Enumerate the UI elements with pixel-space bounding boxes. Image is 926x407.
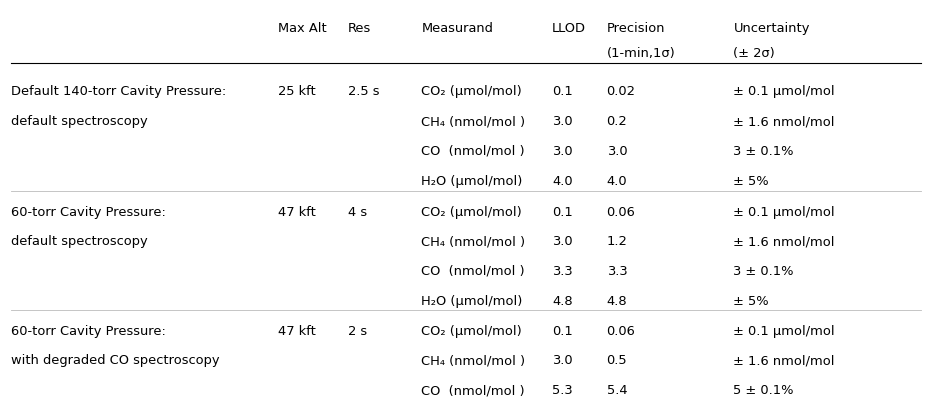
Text: H₂O (μmol/mol): H₂O (μmol/mol) <box>421 175 522 188</box>
Text: CH₄ (nmol/mol ): CH₄ (nmol/mol ) <box>421 115 525 128</box>
Text: default spectroscopy: default spectroscopy <box>11 115 148 128</box>
Text: 3.0: 3.0 <box>552 115 572 128</box>
Text: 3.0: 3.0 <box>552 145 572 158</box>
Text: default spectroscopy: default spectroscopy <box>11 235 148 248</box>
Text: 3.0: 3.0 <box>552 235 572 248</box>
Text: CO  (nmol/mol ): CO (nmol/mol ) <box>421 145 525 158</box>
Text: ± 0.1 μmol/mol: ± 0.1 μmol/mol <box>733 85 835 98</box>
Text: 3 ± 0.1%: 3 ± 0.1% <box>733 145 794 158</box>
Text: 60-torr Cavity Pressure:: 60-torr Cavity Pressure: <box>11 206 166 219</box>
Text: 5 ± 0.1%: 5 ± 0.1% <box>733 384 794 397</box>
Text: Uncertainty: Uncertainty <box>733 22 810 35</box>
Text: 4.8: 4.8 <box>607 295 627 308</box>
Text: 2.5 s: 2.5 s <box>348 85 380 98</box>
Text: ± 1.6 nmol/mol: ± 1.6 nmol/mol <box>733 115 835 128</box>
Text: 0.1: 0.1 <box>552 85 572 98</box>
Text: 4 s: 4 s <box>348 206 368 219</box>
Text: CO₂ (μmol/mol): CO₂ (μmol/mol) <box>421 85 522 98</box>
Text: LLOD: LLOD <box>552 22 586 35</box>
Text: 1.2: 1.2 <box>607 235 627 248</box>
Text: 0.2: 0.2 <box>607 115 627 128</box>
Text: 5.4: 5.4 <box>607 384 627 397</box>
Text: CH₄ (nmol/mol ): CH₄ (nmol/mol ) <box>421 354 525 368</box>
Text: CO₂ (μmol/mol): CO₂ (μmol/mol) <box>421 325 522 338</box>
Text: ± 5%: ± 5% <box>733 295 769 308</box>
Text: 25 kft: 25 kft <box>278 85 316 98</box>
Text: CO  (nmol/mol ): CO (nmol/mol ) <box>421 384 525 397</box>
Text: 3.0: 3.0 <box>607 145 627 158</box>
Text: H₂O (μmol/mol): H₂O (μmol/mol) <box>421 295 522 308</box>
Text: CH₄ (nmol/mol ): CH₄ (nmol/mol ) <box>421 235 525 248</box>
Text: 4.8: 4.8 <box>552 295 572 308</box>
Text: 47 kft: 47 kft <box>278 206 316 219</box>
Text: ± 1.6 nmol/mol: ± 1.6 nmol/mol <box>733 235 835 248</box>
Text: 0.1: 0.1 <box>552 206 572 219</box>
Text: 0.06: 0.06 <box>607 325 635 338</box>
Text: 3.3: 3.3 <box>607 265 627 278</box>
Text: 3.0: 3.0 <box>552 354 572 368</box>
Text: 4.0: 4.0 <box>607 175 627 188</box>
Text: 2 s: 2 s <box>348 325 368 338</box>
Text: ± 1.6 nmol/mol: ± 1.6 nmol/mol <box>733 354 835 368</box>
Text: 3 ± 0.1%: 3 ± 0.1% <box>733 265 794 278</box>
Text: ± 5%: ± 5% <box>733 175 769 188</box>
Text: 0.5: 0.5 <box>607 354 627 368</box>
Text: 0.06: 0.06 <box>607 206 635 219</box>
Text: Precision: Precision <box>607 22 665 35</box>
Text: ± 0.1 μmol/mol: ± 0.1 μmol/mol <box>733 206 835 219</box>
Text: 0.1: 0.1 <box>552 325 572 338</box>
Text: Measurand: Measurand <box>421 22 494 35</box>
Text: 4.0: 4.0 <box>552 175 572 188</box>
Text: ± 0.1 μmol/mol: ± 0.1 μmol/mol <box>733 325 835 338</box>
Text: 60-torr Cavity Pressure:: 60-torr Cavity Pressure: <box>11 325 166 338</box>
Text: CO  (nmol/mol ): CO (nmol/mol ) <box>421 265 525 278</box>
Text: CO₂ (μmol/mol): CO₂ (μmol/mol) <box>421 206 522 219</box>
Text: Max Alt: Max Alt <box>278 22 327 35</box>
Text: 3.3: 3.3 <box>552 265 572 278</box>
Text: 0.02: 0.02 <box>607 85 635 98</box>
Text: (1-min,1σ): (1-min,1σ) <box>607 47 675 60</box>
Text: (± 2σ): (± 2σ) <box>733 47 775 60</box>
Text: with degraded CO spectroscopy: with degraded CO spectroscopy <box>11 354 219 368</box>
Text: 5.3: 5.3 <box>552 384 572 397</box>
Text: 47 kft: 47 kft <box>278 325 316 338</box>
Text: Default 140-torr Cavity Pressure:: Default 140-torr Cavity Pressure: <box>11 85 226 98</box>
Text: Res: Res <box>348 22 371 35</box>
